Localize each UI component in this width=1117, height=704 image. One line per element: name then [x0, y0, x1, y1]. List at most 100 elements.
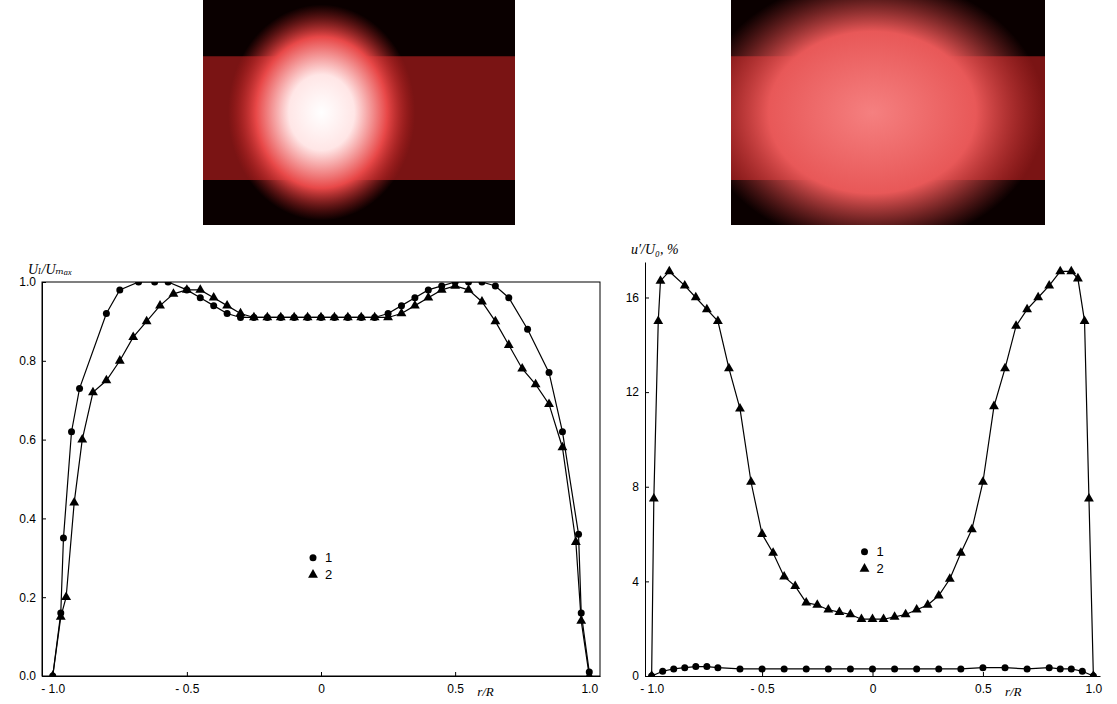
x-tick-mark [873, 672, 874, 676]
data-point-group [504, 339, 514, 348]
data-point-group [869, 665, 876, 672]
data-point [703, 663, 710, 670]
legend-label: 2 [877, 561, 884, 576]
data-point-group [410, 300, 420, 309]
y-tick-label: 0.2 [19, 591, 36, 605]
data-point-group [659, 668, 666, 675]
data-point-group [1073, 273, 1083, 282]
y-tick: 0.0 [19, 669, 46, 683]
data-point [115, 355, 125, 364]
data-point-group [1024, 665, 1031, 672]
y-tick-mark [42, 597, 46, 598]
y-tick-label: 0.6 [19, 433, 36, 447]
data-point-group [1000, 363, 1010, 372]
data-point-group [517, 363, 527, 372]
data-point [236, 308, 246, 317]
data-point-group [746, 476, 756, 485]
data-point [803, 665, 810, 672]
data-point-group [847, 665, 854, 672]
data-point-group [490, 316, 500, 325]
data-point [781, 665, 788, 672]
data-point [934, 590, 944, 599]
data-point [69, 497, 79, 506]
data-point [1068, 665, 1075, 672]
data-point [702, 304, 712, 313]
data-point-group [1046, 664, 1053, 671]
data-point-group [1088, 670, 1098, 676]
plot-frame [42, 282, 600, 676]
data-point-group [989, 401, 999, 410]
x-axis-line [646, 676, 1101, 677]
data-point-group [236, 308, 246, 317]
y-tick: 1.0 [19, 275, 46, 289]
data-point [659, 668, 666, 675]
data-point [879, 614, 889, 623]
data-point-group [61, 592, 71, 601]
y-tick: 8 [632, 480, 649, 494]
data-point-group [736, 665, 743, 672]
data-point [276, 312, 286, 321]
x-tick-mark [762, 672, 763, 676]
x-tick-mark [321, 672, 322, 676]
y-tick-label: 16 [626, 291, 640, 305]
data-point-group [182, 284, 192, 293]
legend-marker [861, 548, 868, 555]
y-axis-line [42, 283, 43, 677]
legend-label: 1 [325, 550, 332, 565]
data-point-group [195, 284, 205, 293]
data-point [135, 282, 142, 286]
data-point [356, 312, 366, 321]
data-point [316, 312, 326, 321]
data-point-group [197, 294, 204, 301]
data-point-group [546, 369, 553, 376]
y-tick-label: 0.8 [19, 354, 36, 368]
y-tick-label: 1.0 [19, 275, 36, 289]
data-point [779, 571, 789, 580]
data-point [546, 369, 553, 376]
data-point [450, 282, 460, 289]
data-point-group [505, 294, 512, 301]
data-point [890, 611, 900, 620]
data-point-group [702, 304, 712, 313]
data-point-group [1057, 665, 1064, 672]
data-point-group [935, 665, 942, 672]
data-point-group [77, 434, 87, 443]
x-tick-label: 0 [870, 682, 877, 696]
data-point [169, 288, 179, 297]
y-axis-title: u′/U₀, % [631, 242, 679, 257]
data-point-group [531, 379, 541, 388]
data-point [757, 528, 767, 537]
data-point [1057, 665, 1064, 672]
data-point-group [571, 536, 581, 545]
data-point [329, 312, 339, 321]
y-tick: 0.2 [19, 591, 46, 605]
data-point [504, 339, 514, 348]
data-point [477, 296, 487, 305]
data-point [575, 531, 582, 538]
data-point-group [978, 476, 988, 485]
legend-marker-group [860, 563, 870, 572]
data-point-group [1055, 266, 1065, 275]
data-point [571, 536, 581, 545]
data-point [868, 614, 878, 623]
data-point-group [735, 403, 745, 412]
data-point [681, 664, 688, 671]
data-point [195, 284, 205, 293]
data-point [249, 312, 259, 321]
x-axis: - 1.0- 0.500.51.0 [41, 672, 600, 696]
data-point-group [558, 442, 568, 451]
data-point [61, 592, 71, 601]
data-point-group [151, 282, 158, 286]
data-point-group [923, 599, 933, 608]
x-tick-mark [187, 672, 188, 676]
data-point-group [979, 664, 986, 671]
data-point [165, 282, 172, 286]
data-point-group [210, 302, 217, 309]
data-point-group [76, 385, 83, 392]
data-point [957, 665, 964, 672]
data-point [945, 573, 955, 582]
data-point-group [356, 312, 366, 321]
data-point [576, 615, 586, 624]
data-point-group [169, 288, 179, 297]
data-point-group [680, 280, 690, 289]
